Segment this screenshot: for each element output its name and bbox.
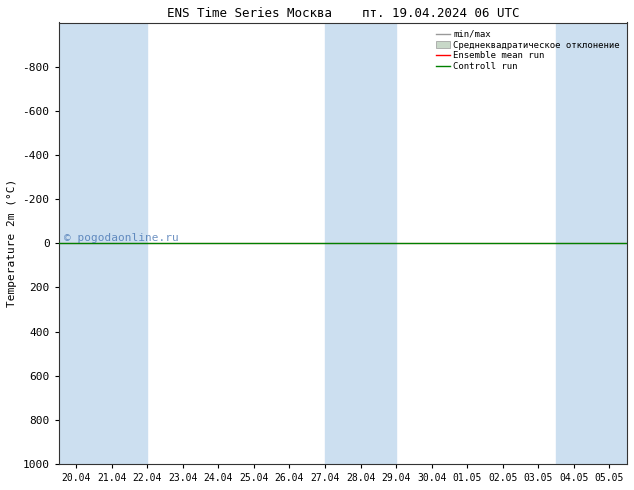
- Y-axis label: Temperature 2m (°C): Temperature 2m (°C): [7, 179, 17, 307]
- Bar: [325, 23, 396, 464]
- Text: © pogodaonline.ru: © pogodaonline.ru: [64, 233, 179, 243]
- Legend: min/max, Среднеквадратическое отклонение, Ensemble mean run, Controll run: min/max, Среднеквадратическое отклонение…: [434, 27, 623, 74]
- Bar: [556, 23, 627, 464]
- Title: ENS Time Series Москва    пт. 19.04.2024 06 UTC: ENS Time Series Москва пт. 19.04.2024 06…: [167, 7, 519, 20]
- Bar: [58, 23, 147, 464]
